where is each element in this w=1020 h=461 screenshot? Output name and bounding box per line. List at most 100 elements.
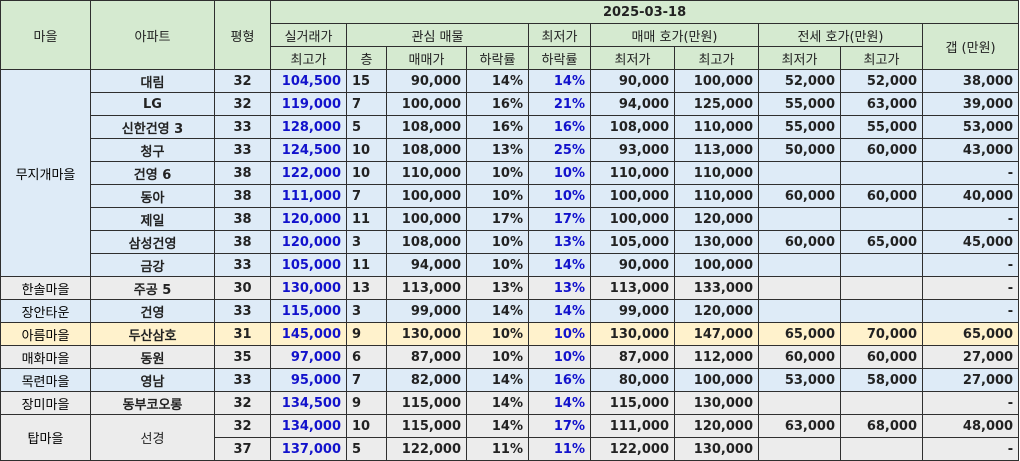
sale-low-cell: 110,000: [590, 161, 675, 185]
sale-high-cell: 120,000: [674, 414, 759, 438]
table-row: 탑마을 선경 32 134,000 10 115,000 14% 17% 111…: [0, 414, 1020, 461]
jeonse-low-cell: [758, 253, 841, 277]
table-row: 한솔마을 주공 5 30 130,000 13 113,000 13% 13% …: [0, 276, 1020, 300]
size-cell: 38: [214, 207, 271, 231]
price-cell: 122,000: [386, 437, 467, 461]
sale-high-cell: 110,000: [674, 161, 759, 185]
header-price: 매매가: [386, 46, 467, 70]
size-cell: 30: [214, 276, 271, 300]
sale-high-cell: 120,000: [674, 299, 759, 323]
sale-low-cell: 94,000: [590, 92, 675, 116]
floor-cell: 11: [346, 207, 387, 231]
village-cell: 장미마을: [0, 391, 91, 415]
table-row: 목련마을 영남 33 95,000 7 82,000 14% 16% 80,00…: [0, 368, 1020, 392]
max-trade-cell: 130,000: [270, 276, 347, 300]
floor-cell: 10: [346, 138, 387, 162]
header-min-drop-2: 하락률: [528, 46, 591, 70]
jeonse-high-cell: [840, 207, 923, 231]
min-drop-cell: 10%: [528, 184, 591, 208]
min-drop-cell: 16%: [528, 115, 591, 139]
price-cell: 110,000: [386, 161, 467, 185]
village-cell: 한솔마을: [0, 276, 91, 300]
max-trade-cell: 134,000: [270, 414, 347, 438]
header-sale-low: 최저가: [590, 46, 675, 70]
apartment-cell: 금강: [90, 253, 215, 277]
gap-cell: -: [921, 161, 1020, 185]
sale-low-cell: 105,000: [590, 230, 675, 254]
size-cell: 33: [214, 299, 271, 323]
sale-low-cell: 87,000: [590, 345, 675, 369]
sale-low-cell: 80,000: [590, 368, 675, 392]
sale-high-cell: 113,000: [674, 138, 759, 162]
min-drop-cell: 16%: [528, 368, 591, 392]
sale-high-cell: 110,000: [674, 115, 759, 139]
size-cell: 32: [214, 414, 271, 438]
price-cell: 99,000: [386, 299, 467, 323]
gap-cell: 53,000: [921, 115, 1020, 139]
table-row: 건영 6 38 122,000 10 110,000 10% 10% 110,0…: [0, 161, 1020, 185]
sale-low-cell: 90,000: [590, 253, 675, 277]
header-size: 평형: [214, 0, 271, 70]
sale-low-cell: 115,000: [590, 391, 675, 415]
drop-cell: 10%: [466, 230, 529, 254]
drop-cell: 14%: [466, 414, 529, 438]
jeonse-high-cell: 60,000: [840, 138, 923, 162]
apartment-cell: LG: [90, 92, 215, 116]
floor-cell: 3: [346, 230, 387, 254]
floor-cell: 9: [346, 322, 387, 346]
jeonse-low-cell: 60,000: [758, 184, 841, 208]
price-cell: 100,000: [386, 92, 467, 116]
min-drop-cell: 21%: [528, 92, 591, 116]
size-cell: 33: [214, 138, 271, 162]
gap-cell: 40,000: [921, 184, 1020, 208]
table-row: 동아 38 111,000 7 100,000 10% 10% 100,000 …: [0, 184, 1020, 208]
drop-cell: 16%: [466, 115, 529, 139]
jeonse-low-cell: 50,000: [758, 138, 841, 162]
jeonse-low-cell: 55,000: [758, 115, 841, 139]
size-cell: 32: [214, 69, 271, 93]
floor-cell: 7: [346, 92, 387, 116]
jeonse-high-cell: [840, 253, 923, 277]
jeonse-high-cell: [840, 299, 923, 323]
gap-cell: 65,000: [921, 322, 1020, 346]
drop-cell: 11%: [466, 437, 529, 461]
apartment-cell: 동부코오롱: [90, 391, 215, 415]
max-trade-cell: 124,500: [270, 138, 347, 162]
village-cell: 매화마을: [0, 345, 91, 369]
price-cell: 82,000: [386, 368, 467, 392]
header-date: 2025-03-18: [269, 0, 1020, 24]
jeonse-low-cell: [758, 161, 841, 185]
gap-cell: -: [921, 391, 1020, 415]
jeonse-low-cell: [758, 391, 841, 415]
drop-cell: 10%: [466, 161, 529, 185]
header-min-drop-1: 최저가: [528, 23, 591, 47]
sale-high-cell: 100,000: [674, 253, 759, 277]
jeonse-high-cell: 70,000: [840, 322, 923, 346]
apartment-cell: 건영: [90, 299, 215, 323]
size-cell: 32: [214, 92, 271, 116]
min-drop-cell: 10%: [528, 161, 591, 185]
price-cell: 87,000: [386, 345, 467, 369]
max-trade-cell: 119,000: [270, 92, 347, 116]
size-cell: 37: [214, 437, 271, 461]
sale-low-cell: 122,000: [590, 437, 675, 461]
apartment-cell: 동원: [90, 345, 215, 369]
jeonse-low-cell: 55,000: [758, 92, 841, 116]
min-drop-cell: 14%: [528, 391, 591, 415]
sale-low-cell: 90,000: [590, 69, 675, 93]
village-cell: 무지개마을: [0, 69, 91, 277]
floor-cell: 7: [346, 184, 387, 208]
header-max-trade-2: 최고가: [270, 46, 347, 70]
drop-cell: 10%: [466, 322, 529, 346]
max-trade-cell: 134,500: [270, 391, 347, 415]
apartment-cell: 두산삼호: [90, 322, 215, 346]
jeonse-high-cell: [840, 276, 923, 300]
table-row: 장미마을 동부코오롱 32 134,500 9 115,000 14% 14% …: [0, 391, 1020, 415]
min-drop-cell: 17%: [528, 207, 591, 231]
min-drop-cell: 25%: [528, 138, 591, 162]
max-trade-cell: 120,000: [270, 207, 347, 231]
table-row: 신한건영 3 33 128,000 5 108,000 16% 16% 108,…: [0, 115, 1020, 139]
min-drop-cell: 13%: [528, 230, 591, 254]
table-row: 매화마을 동원 35 97,000 6 87,000 10% 10% 87,00…: [0, 345, 1020, 369]
gap-cell: 38,000: [921, 69, 1020, 93]
